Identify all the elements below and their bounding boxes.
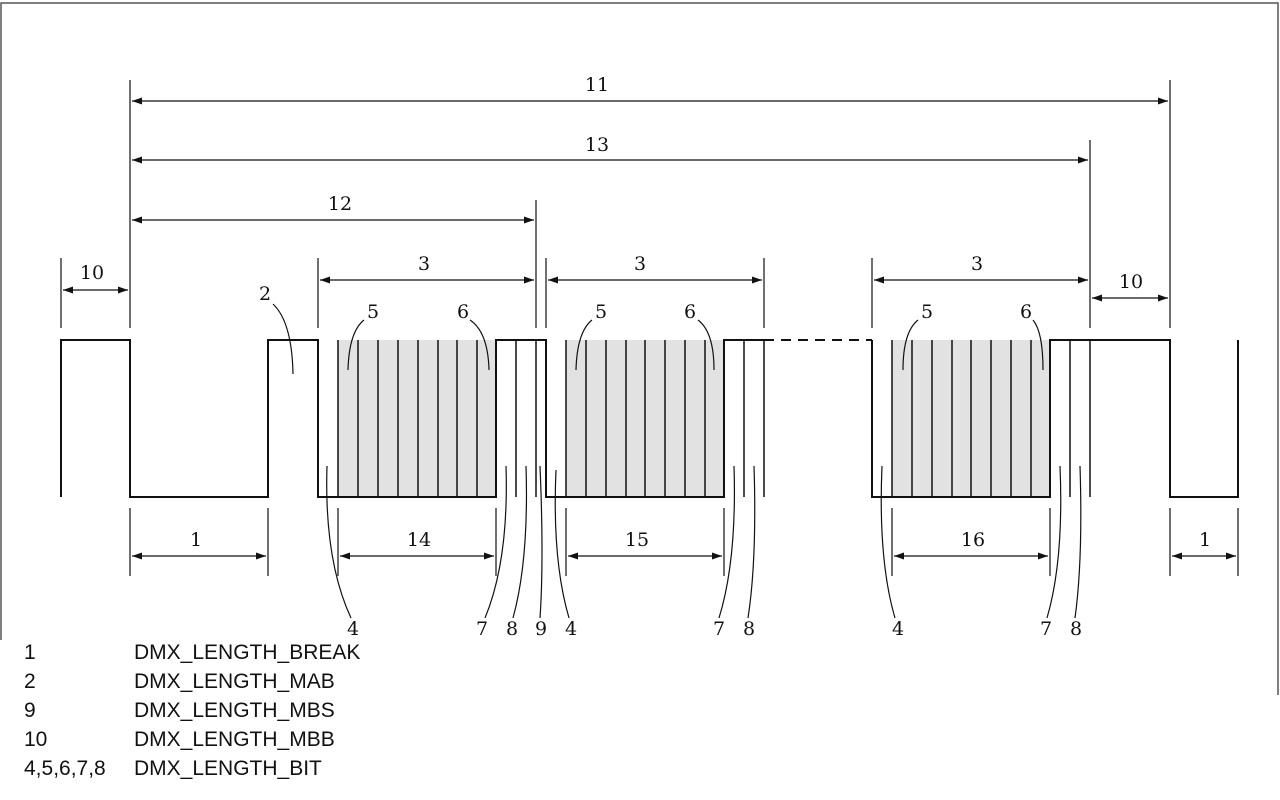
- label-7-slot1: 7: [476, 618, 488, 640]
- legend-row: 10 DMX_LENGTH_MBB: [24, 725, 360, 754]
- legend-value: DMX_LENGTH_BREAK: [134, 641, 361, 664]
- legend-value: DMX_LENGTH_BIT: [134, 757, 322, 780]
- label-4-slot3: 4: [892, 618, 904, 640]
- label-5-slot2: 5: [595, 301, 607, 323]
- label-4-slot1: 4: [347, 618, 359, 640]
- label-8-slot2: 8: [743, 618, 755, 640]
- legend-row: 2 DMX_LENGTH_MAB: [24, 667, 360, 696]
- legend-key: 1: [24, 641, 36, 664]
- label-10-right: 10: [1119, 271, 1143, 293]
- label-7-slot2: 7: [713, 618, 725, 640]
- label-4-slot2: 4: [565, 618, 577, 640]
- legend-row: 9 DMX_LENGTH_MBS: [24, 696, 360, 725]
- label-5-slot1: 5: [367, 301, 379, 323]
- legend-value: DMX_LENGTH_MAB: [134, 670, 335, 693]
- bit-fill-slot-1: [338, 340, 496, 497]
- legend-key: 2: [24, 670, 36, 693]
- legend: 1 DMX_LENGTH_BREAK 2 DMX_LENGTH_MAB 9 DMX_LEN…: [24, 638, 360, 783]
- label-5-slot3: 5: [921, 301, 933, 323]
- label-12: 12: [328, 193, 352, 215]
- label-9: 9: [535, 618, 547, 640]
- diagram-labels: 11 13 12 10 10 3 3 3 2 5 5 5 6 6 6 1 14 …: [80, 74, 1211, 640]
- label-1-right: 1: [1199, 529, 1211, 551]
- frame-border: [0, 2, 1279, 695]
- label-1-left: 1: [190, 529, 202, 551]
- label-10-left: 10: [80, 262, 104, 284]
- label-3-slot1: 3: [418, 253, 430, 275]
- label-2: 2: [259, 283, 271, 305]
- label-16: 16: [961, 529, 985, 551]
- label-15: 15: [625, 529, 649, 551]
- waveform-signal-right: [871, 339, 1239, 498]
- legend-key: 10: [24, 728, 48, 751]
- legend-value: DMX_LENGTH_MBB: [134, 728, 335, 751]
- label-3-slot3: 3: [971, 253, 983, 275]
- label-11: 11: [585, 74, 609, 96]
- label-6-slot3: 6: [1020, 301, 1032, 323]
- bit-fills: [338, 340, 1050, 497]
- label-7-slot3: 7: [1040, 618, 1052, 640]
- dimension-arrows: [63, 97, 1236, 560]
- label-8-slot3: 8: [1070, 618, 1082, 640]
- legend-row: 1 DMX_LENGTH_BREAK: [24, 638, 360, 667]
- legend-row: 4,5,6,7,8 DMX_LENGTH_BIT: [24, 754, 360, 783]
- legend-key: 4,5,6,7,8: [24, 757, 106, 780]
- bit-dividers: [337, 340, 1091, 497]
- legend-key: 9: [24, 699, 36, 722]
- label-3-slot2: 3: [634, 253, 646, 275]
- label-8-slot1: 8: [506, 618, 518, 640]
- label-14: 14: [407, 529, 431, 551]
- leader-lines: [272, 303, 1082, 619]
- label-13: 13: [585, 134, 609, 156]
- legend-value: DMX_LENGTH_MBS: [134, 699, 335, 722]
- extension-lines: [60, 80, 1239, 576]
- label-6-slot1: 6: [457, 301, 469, 323]
- label-6-slot2: 6: [684, 301, 696, 323]
